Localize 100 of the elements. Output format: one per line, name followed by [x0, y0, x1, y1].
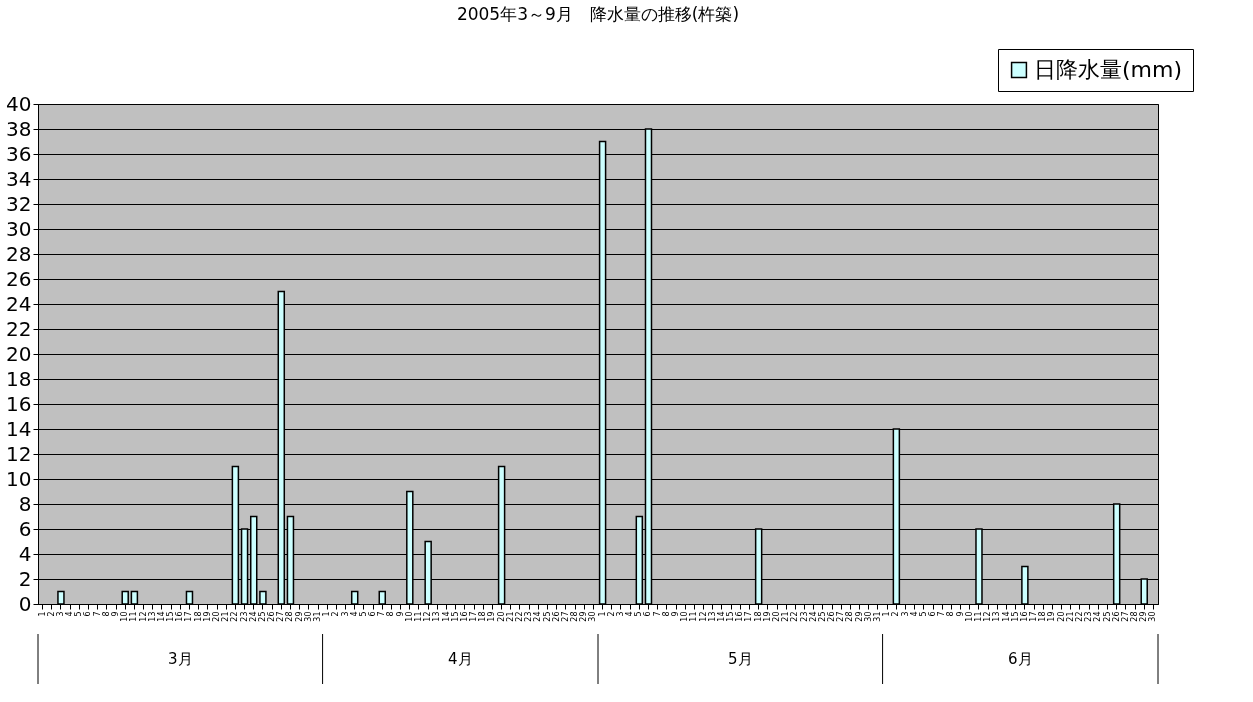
- x-tick-label: 23: [239, 611, 249, 622]
- x-tick-label: 2: [331, 611, 341, 617]
- x-tick-label: 7: [377, 611, 387, 617]
- x-tick-label: 15: [726, 611, 736, 622]
- x-tick-label: 11: [129, 611, 139, 622]
- x-tick-label: 22: [1074, 611, 1084, 622]
- x-tick-label: 2: [606, 611, 616, 617]
- y-tick-label: 16: [6, 391, 32, 416]
- x-tick-label: 19: [762, 611, 772, 622]
- x-tick-label: 21: [505, 611, 515, 622]
- x-tick-label: 14: [1001, 611, 1011, 622]
- x-tick-label: 5: [634, 611, 644, 617]
- x-tick-label: 13: [992, 611, 1002, 622]
- x-tick-label: 1: [322, 611, 332, 617]
- x-tick-label: 28: [1130, 611, 1140, 622]
- y-tick-label: 30: [6, 216, 32, 241]
- x-tick-label: 1: [882, 611, 892, 617]
- x-tick-label: 27: [1120, 611, 1130, 622]
- x-tick-label: 4: [65, 611, 75, 617]
- x-tick-label: 31: [313, 611, 322, 622]
- x-tick-label: 15: [1010, 611, 1020, 622]
- x-tick-label: 1: [597, 611, 607, 617]
- y-tick-label: 36: [6, 141, 32, 166]
- x-tick-label: 23: [524, 611, 534, 622]
- x-tick-label: 25: [542, 611, 552, 622]
- y-tick-label: 28: [6, 241, 32, 266]
- x-tick-label: 6: [643, 611, 653, 617]
- x-tick-label: 27: [836, 611, 846, 622]
- x-tick-label: 22: [514, 611, 524, 622]
- y-tick-label: 14: [6, 416, 32, 441]
- y-tick-label: 10: [6, 466, 32, 491]
- x-tick-label: 12: [983, 611, 993, 622]
- y-tick-label: 18: [6, 366, 32, 391]
- x-tick-label: 12: [138, 611, 148, 622]
- x-tick-label: 26: [551, 611, 561, 622]
- x-tick-label: 10: [404, 611, 414, 622]
- x-tick-label: 19: [202, 611, 212, 622]
- legend-label: 日降水量(mm): [1034, 57, 1183, 82]
- x-tick-label: 13: [707, 611, 717, 622]
- x-tick-label: 14: [156, 611, 166, 622]
- y-tick-label: 26: [6, 266, 32, 291]
- x-tick-label: 3: [900, 611, 910, 617]
- x-tick-label: 29: [579, 611, 589, 622]
- x-tick-label: 2: [46, 611, 56, 617]
- x-tick-label: 24: [1093, 611, 1103, 622]
- x-tick-label: 23: [1084, 611, 1094, 622]
- x-tick-label: 5: [74, 611, 84, 617]
- y-tick-label: 6: [18, 516, 32, 541]
- x-tick-label: 19: [1047, 611, 1057, 622]
- y-tick-label: 2: [18, 566, 32, 591]
- y-tick-label: 24: [6, 291, 32, 316]
- x-tick-label: 28: [570, 611, 580, 622]
- x-tick-label: 4: [349, 611, 359, 617]
- x-tick-label: 16: [1019, 611, 1029, 622]
- x-tick-label: 17: [469, 611, 479, 622]
- x-tick-label: 25: [257, 611, 267, 622]
- x-tick-label: 14: [441, 611, 451, 622]
- y-tick-label: 20: [6, 341, 32, 366]
- x-tick-label: 13: [432, 611, 442, 622]
- text: 6月: [1008, 650, 1033, 668]
- x-tick-label: 4: [625, 611, 635, 617]
- x-tick-label: 30: [1148, 611, 1158, 622]
- y-tick-label: 38: [6, 116, 32, 141]
- x-tick-label: 2: [891, 611, 901, 617]
- x-tick-label: 8: [386, 611, 396, 617]
- x-tick-label: 6: [368, 611, 378, 617]
- x-tick-label: 30: [863, 611, 873, 622]
- x-tick-label: 22: [790, 611, 800, 622]
- x-tick-label: 10: [964, 611, 974, 622]
- x-tick-label: 10: [680, 611, 690, 622]
- x-tick-label: 11: [413, 611, 423, 622]
- x-tick-label: 8: [101, 611, 111, 617]
- x-tick-label: 8: [661, 611, 671, 617]
- x-tick-label: 20: [496, 611, 506, 622]
- x-tick-label: 21: [1065, 611, 1075, 622]
- x-tick-label: 21: [221, 611, 231, 622]
- x-tick-label: 22: [230, 611, 240, 622]
- y-tick-label: 0: [18, 591, 32, 616]
- x-tick-label: 3: [340, 611, 350, 617]
- x-tick-label: 26: [827, 611, 837, 622]
- x-tick-label: 9: [671, 611, 681, 617]
- chart-title: 2005年3～9月 降水量の推移(杵築): [456, 3, 740, 24]
- x-tick-label: 24: [248, 611, 258, 622]
- x-tick-label: 8: [946, 611, 956, 617]
- x-tick-label: 3: [55, 611, 65, 617]
- x-tick-label: 9: [395, 611, 405, 617]
- x-tick-label: 26: [267, 611, 277, 622]
- x-tick-label: 23: [799, 611, 809, 622]
- x-tick-label: 5: [918, 611, 928, 617]
- x-tick-label: 10: [120, 611, 130, 622]
- x-tick-label: 15: [450, 611, 460, 622]
- x-tick-label: 12: [698, 611, 708, 622]
- x-tick-label: 1: [37, 611, 47, 617]
- x-tick-label: 27: [560, 611, 570, 622]
- x-tick-label: 17: [1029, 611, 1039, 622]
- x-tick-label: 26: [1111, 611, 1121, 622]
- x-tick-label: 28: [285, 611, 295, 622]
- x-tick-label: 24: [533, 611, 543, 622]
- x-tick-label: 9: [955, 611, 965, 617]
- x-tick-label: 27: [276, 611, 286, 622]
